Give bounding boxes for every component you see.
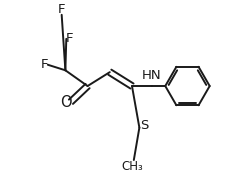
Text: F: F [40,58,48,71]
Text: CH₃: CH₃ [120,160,142,173]
Text: F: F [65,32,72,45]
Text: S: S [139,119,147,132]
Text: F: F [58,3,65,16]
Text: HN: HN [141,69,161,82]
Text: O: O [60,95,72,110]
